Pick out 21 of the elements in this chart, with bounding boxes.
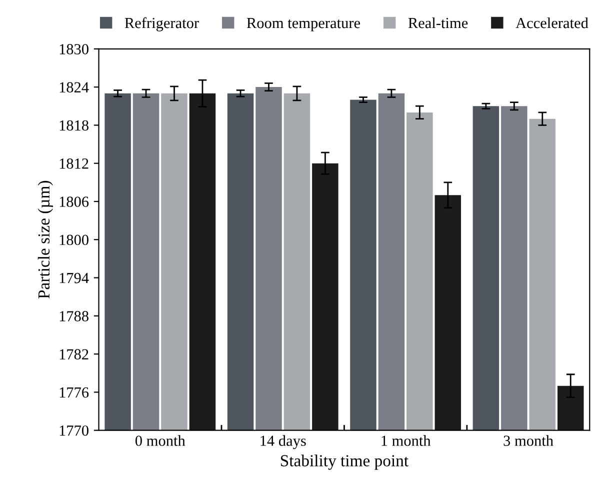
y-tick-label: 1806 (60, 196, 89, 207)
legend-label: Accelerated (516, 17, 588, 28)
y-tick-label: 1824 (60, 82, 89, 92)
y-tick-label: 1788 (60, 311, 88, 322)
x-tick-label: 3 month (504, 435, 554, 446)
y-tick-label: 1830 (60, 44, 88, 54)
y-tick-label: 1800 (60, 234, 88, 246)
y-axis-title: Particle size (µm) (38, 180, 53, 299)
y-tick-label: 1782 (60, 349, 88, 360)
y-tick-label: 1794 (60, 272, 89, 284)
y-tick-label: 1776 (60, 387, 89, 398)
legend-label: Real-time (408, 17, 468, 28)
x-tick-label: 0 month (135, 435, 186, 446)
y-tick-label: 1818 (60, 120, 88, 131)
x-tick-label: 14 days (260, 435, 306, 450)
x-axis-title: Stability time point (280, 454, 408, 470)
legend-label: Room temperature (246, 18, 360, 32)
legend-label: Refrigerator (124, 17, 199, 32)
y-tick-label: 1770 (60, 425, 88, 436)
x-tick-label: 1 month (382, 435, 431, 446)
y-tick-label: 1812 (60, 158, 88, 169)
